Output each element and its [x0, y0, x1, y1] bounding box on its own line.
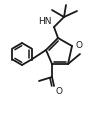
Text: O: O: [55, 87, 62, 96]
Text: O: O: [75, 42, 82, 51]
Text: HN: HN: [38, 17, 52, 26]
